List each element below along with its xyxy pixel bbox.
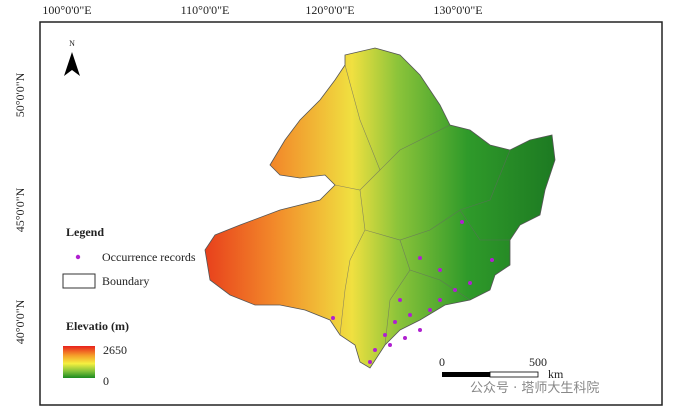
legend-item: Occurrence records [102,250,196,264]
north-arrow: N [64,39,80,76]
scale-label: 500 [529,355,547,369]
lat-label: 45°0'0"N [13,187,27,232]
elevation-min: 0 [103,374,109,388]
lat-label: 40°0'0"N [13,299,27,344]
legend-item: Boundary [102,274,149,288]
elevation-title: Elevatio (m) [66,319,129,333]
lat-label: 50°0'0"N [13,72,27,117]
occurrence-points [331,220,494,364]
north-label: N [69,39,75,48]
elevation-max: 2650 [103,343,127,357]
legend: Legend Occurrence records Boundary [55,218,196,292]
lon-label: 110°0'0"E [181,3,230,17]
scale-label: 0 [439,355,445,369]
lon-label: 130°0'0"E [433,3,482,17]
legend-title: Legend [66,225,104,239]
watermark: 公众号 · 塔师大生科院 [470,381,599,396]
lon-label: 100°0'0"E [42,3,91,17]
scale-bar: 0 500 km [439,355,564,381]
elevation-legend: Elevatio (m) 2650 0 [55,315,175,388]
scale-unit: km [548,367,564,381]
lon-label: 120°0'0"E [305,3,354,17]
